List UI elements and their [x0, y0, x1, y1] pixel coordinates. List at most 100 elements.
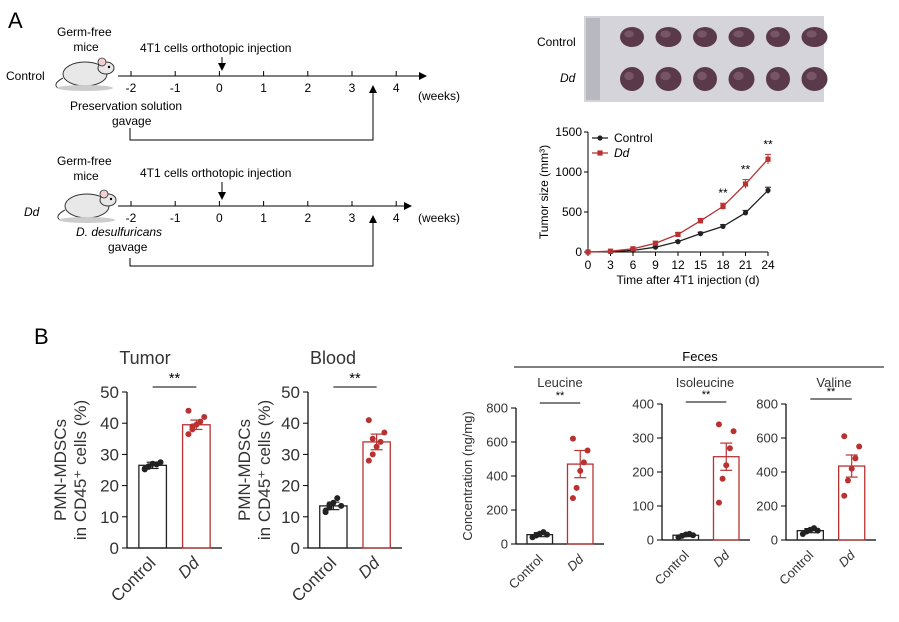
- bar-chart-mdsc-blood: Blood 0 10 20 30 40 50 Control Dd ** PMN-MDSCs in C…: [235, 348, 402, 606]
- timeline-tick-label: 0: [216, 211, 223, 225]
- bar-chart-mdsc-tumor: Tumor 0 10 20 30 40 50 Control Dd ** PMN-MDSCs in C…: [51, 348, 222, 606]
- chart-title: Isoleucine: [676, 375, 735, 390]
- category-label: Dd: [835, 547, 858, 570]
- chart-title: Tumor: [119, 348, 170, 368]
- timeline-tick-label: 4: [393, 81, 400, 95]
- feces-group-header: Feces: [514, 349, 884, 368]
- data-point: [369, 451, 376, 458]
- timeline-row-label: Dd: [24, 205, 40, 219]
- gavage-label: Preservation solution gavage: [70, 99, 185, 128]
- data-point: [652, 244, 659, 250]
- y-tick-label: 20: [100, 477, 119, 496]
- y-tick-label: 40: [281, 414, 300, 433]
- y-tick-label: 0: [110, 539, 119, 558]
- timeline-axis: -2 -1 0 1 2 3 4 (weeks): [118, 201, 460, 225]
- data-point: [373, 443, 380, 450]
- x-tick-label: 6: [630, 258, 637, 272]
- bar-chart-feces-leucine: Leucine 0 200 400 600 800 Control Dd ** Concentra…: [460, 375, 604, 592]
- gavage-label-line-2: gavage: [108, 240, 148, 254]
- panel-label-b: B: [34, 324, 49, 349]
- y-tick-label: 1500: [555, 125, 582, 139]
- y-tick-label: 800: [756, 397, 778, 412]
- x-tick-label: 3: [607, 258, 614, 272]
- tumor-sample: [766, 27, 790, 47]
- data-point: [841, 492, 848, 499]
- y-tick-label: 500: [562, 205, 582, 219]
- data-point: [585, 249, 591, 255]
- data-point: [577, 467, 584, 474]
- chart-title: Blood: [310, 348, 356, 368]
- photo-ruler: [586, 18, 600, 100]
- data-point: [544, 531, 551, 538]
- tumor-highlight: [660, 30, 671, 38]
- tumor-highlight: [733, 71, 744, 81]
- timeline-tick-label: -2: [126, 81, 137, 95]
- data-point: [322, 507, 329, 514]
- x-tick-label: 15: [694, 258, 708, 272]
- y-tick-label: 200: [756, 499, 778, 514]
- data-point: [145, 463, 152, 470]
- timeline-tick-label: 3: [349, 81, 356, 95]
- timeline-axis: -2 -1 0 1 2 3 4 (weeks): [118, 71, 460, 103]
- mouse-label: Germ-free mice: [57, 154, 115, 183]
- y-tick-label: 0: [771, 533, 778, 548]
- data-point: [675, 231, 681, 237]
- timeline-tick-label: -2: [126, 211, 137, 225]
- data-point: [652, 240, 659, 246]
- mouse-icon: [55, 57, 115, 91]
- timeline-tick-label: -1: [170, 81, 181, 95]
- data-point: [742, 210, 749, 216]
- significance-label: **: [718, 186, 728, 200]
- timeline-unit: (weeks): [418, 211, 460, 225]
- x-tick-label: 0: [585, 258, 592, 272]
- legend-marker: [597, 135, 603, 141]
- tumor-sample: [620, 27, 644, 47]
- mouse-icon: [57, 189, 117, 223]
- significance-label: **: [827, 386, 836, 398]
- legend-label: Dd: [614, 146, 630, 160]
- mouse-label-line-2: mice: [73, 40, 99, 54]
- y-tick-label: 50: [100, 383, 119, 402]
- y-tick-label: 1000: [555, 165, 582, 179]
- y-tick-label: 0: [575, 245, 582, 259]
- tumor-highlight: [770, 30, 780, 38]
- y-tick-label: 30: [281, 445, 300, 464]
- y-tick-label: 0: [501, 537, 508, 552]
- data-point: [730, 428, 737, 435]
- category-label: Control: [288, 553, 340, 605]
- y-tick-label: 50: [281, 383, 300, 402]
- data-point: [715, 421, 722, 428]
- timeline-tick-label: 1: [260, 211, 267, 225]
- category-label: Control: [107, 553, 159, 605]
- timeline-tick-label: 4: [393, 211, 400, 225]
- mouse-label-line-1: Germ-free: [57, 25, 112, 39]
- gavage-label-line-1: D. desulfuricans: [76, 225, 162, 239]
- significance-label: **: [763, 137, 773, 151]
- data-point: [365, 417, 372, 424]
- y-axis-label: PMN-MDSCs: [235, 419, 254, 521]
- tumor-sample: [655, 27, 682, 47]
- photo-row-label-control: Control: [537, 35, 576, 49]
- x-tick-label: 18: [716, 258, 730, 272]
- injection-label: 4T1 cells orthotopic injection: [140, 166, 291, 180]
- x-tick-label: 12: [671, 258, 685, 272]
- gavage-label-line-1: Preservation solution: [70, 99, 182, 113]
- data-point: [580, 459, 587, 466]
- tumor-sample: [728, 27, 755, 47]
- x-axis-label: Time after 4T1 injection (d): [617, 273, 760, 287]
- timeline-tick-label: -1: [170, 211, 181, 225]
- category-label: Dd: [564, 551, 587, 574]
- panel-label-a: A: [8, 8, 23, 33]
- y-tick-label: 10: [281, 508, 300, 527]
- bar-chart-feces-isoleucine: Isoleucine 0 100 200 300 400 Control Dd **: [632, 375, 750, 588]
- tumor-highlight: [660, 71, 671, 81]
- mouse-label-line-2: mice: [73, 169, 99, 183]
- timeline-tick-label: 0: [216, 81, 223, 95]
- tumor-photo: Control Dd: [537, 16, 828, 102]
- y-tick-label: 400: [632, 397, 654, 412]
- y-axis-label: Concentration (ng/mg): [460, 411, 475, 540]
- y-tick-label: 200: [632, 465, 654, 480]
- data-point: [844, 477, 851, 484]
